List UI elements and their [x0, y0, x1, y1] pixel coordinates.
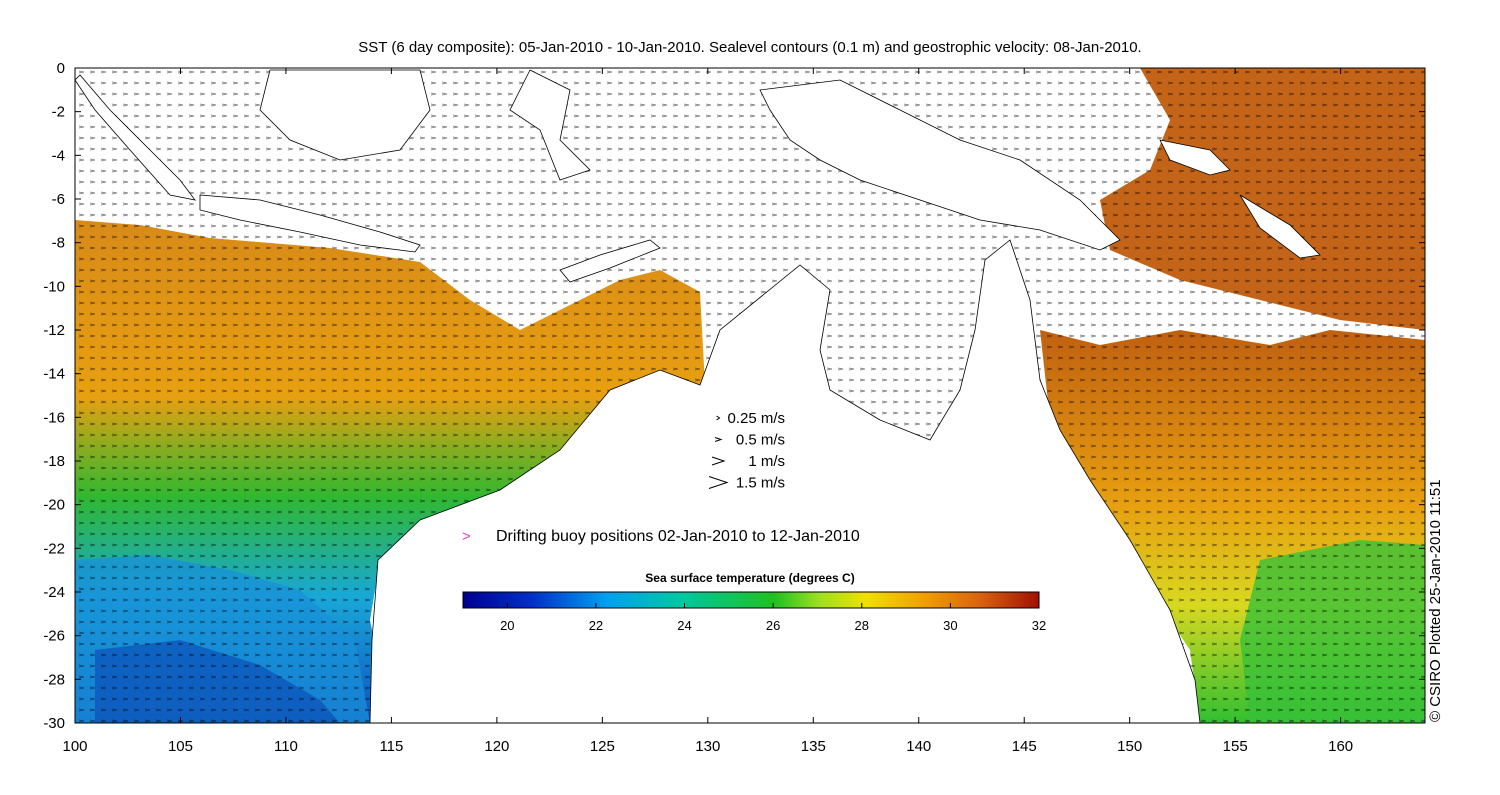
x-tick-label: 130 [695, 738, 720, 755]
colorbar-gradient [463, 592, 1039, 608]
buoy-legend: > Drifting buoy positions 02-Jan-2010 to… [462, 528, 860, 545]
colorbar-tick-label: 20 [500, 618, 514, 633]
colorbar-tick-label: 28 [855, 618, 869, 633]
colorbar-tick-label: 32 [1032, 618, 1046, 633]
y-tick-label: -26 [43, 628, 65, 645]
y-tick-label: 0 [57, 60, 65, 77]
velocity-legend-label: 1 m/s [748, 453, 785, 470]
velocity-legend-label: 0.5 m/s [736, 432, 785, 449]
y-tick-label: -4 [52, 147, 65, 164]
y-tick-label: -16 [43, 409, 65, 426]
y-tick-label: -8 [52, 235, 65, 252]
x-tick-label: 140 [906, 738, 931, 755]
velocity-legend-label: 0.25 m/s [727, 410, 785, 427]
figure-canvas: SST (6 day composite): 05-Jan-2010 - 10-… [0, 0, 1500, 790]
x-tick-label: 105 [168, 738, 193, 755]
colorbar-tick-label: 30 [943, 618, 957, 633]
x-tick-label: 115 [379, 738, 403, 755]
colorbar-tick-label: 22 [589, 618, 603, 633]
y-tick-label: -10 [43, 278, 65, 295]
y-tick-label: -18 [43, 453, 65, 470]
x-tick-label: 110 [274, 738, 298, 755]
y-tick-label: -6 [52, 191, 65, 208]
y-tick-label: -30 [43, 715, 65, 732]
y-tick-label: -28 [43, 671, 65, 688]
y-tick-label: -2 [52, 104, 65, 121]
y-tick-label: -12 [43, 322, 65, 339]
x-tick-label: 160 [1328, 738, 1353, 755]
y-tick-label: -24 [43, 584, 65, 601]
buoy-legend-symbol: > [462, 528, 471, 545]
y-tick-label: -20 [43, 497, 65, 514]
figure-title: SST (6 day composite): 05-Jan-2010 - 10-… [358, 39, 1141, 56]
x-tick-label: 145 [1012, 738, 1037, 755]
buoy-legend-label: Drifting buoy positions 02-Jan-2010 to 1… [496, 528, 860, 545]
colorbar-title: Sea surface temperature (degrees C) [645, 571, 854, 585]
x-tick-label: 135 [801, 738, 826, 755]
y-tick-label: -22 [43, 540, 65, 557]
x-tick-label: 120 [484, 738, 509, 755]
colorbar-tick-label: 26 [766, 618, 780, 633]
x-tick-label: 100 [62, 738, 87, 755]
x-tick-label: 155 [1223, 738, 1248, 755]
velocity-legend-label: 1.5 m/s [736, 475, 785, 492]
sst-map-figure: SST (6 day composite): 05-Jan-2010 - 10-… [0, 0, 1500, 790]
map-area [75, 68, 1425, 723]
x-tick-label: 125 [590, 738, 615, 755]
x-tick-label: 150 [1117, 738, 1142, 755]
y-tick-label: -14 [43, 366, 65, 383]
credit-text: © CSIRO Plotted 25-Jan-2010 11:51 [1427, 479, 1444, 722]
colorbar-tick-label: 24 [677, 618, 691, 633]
